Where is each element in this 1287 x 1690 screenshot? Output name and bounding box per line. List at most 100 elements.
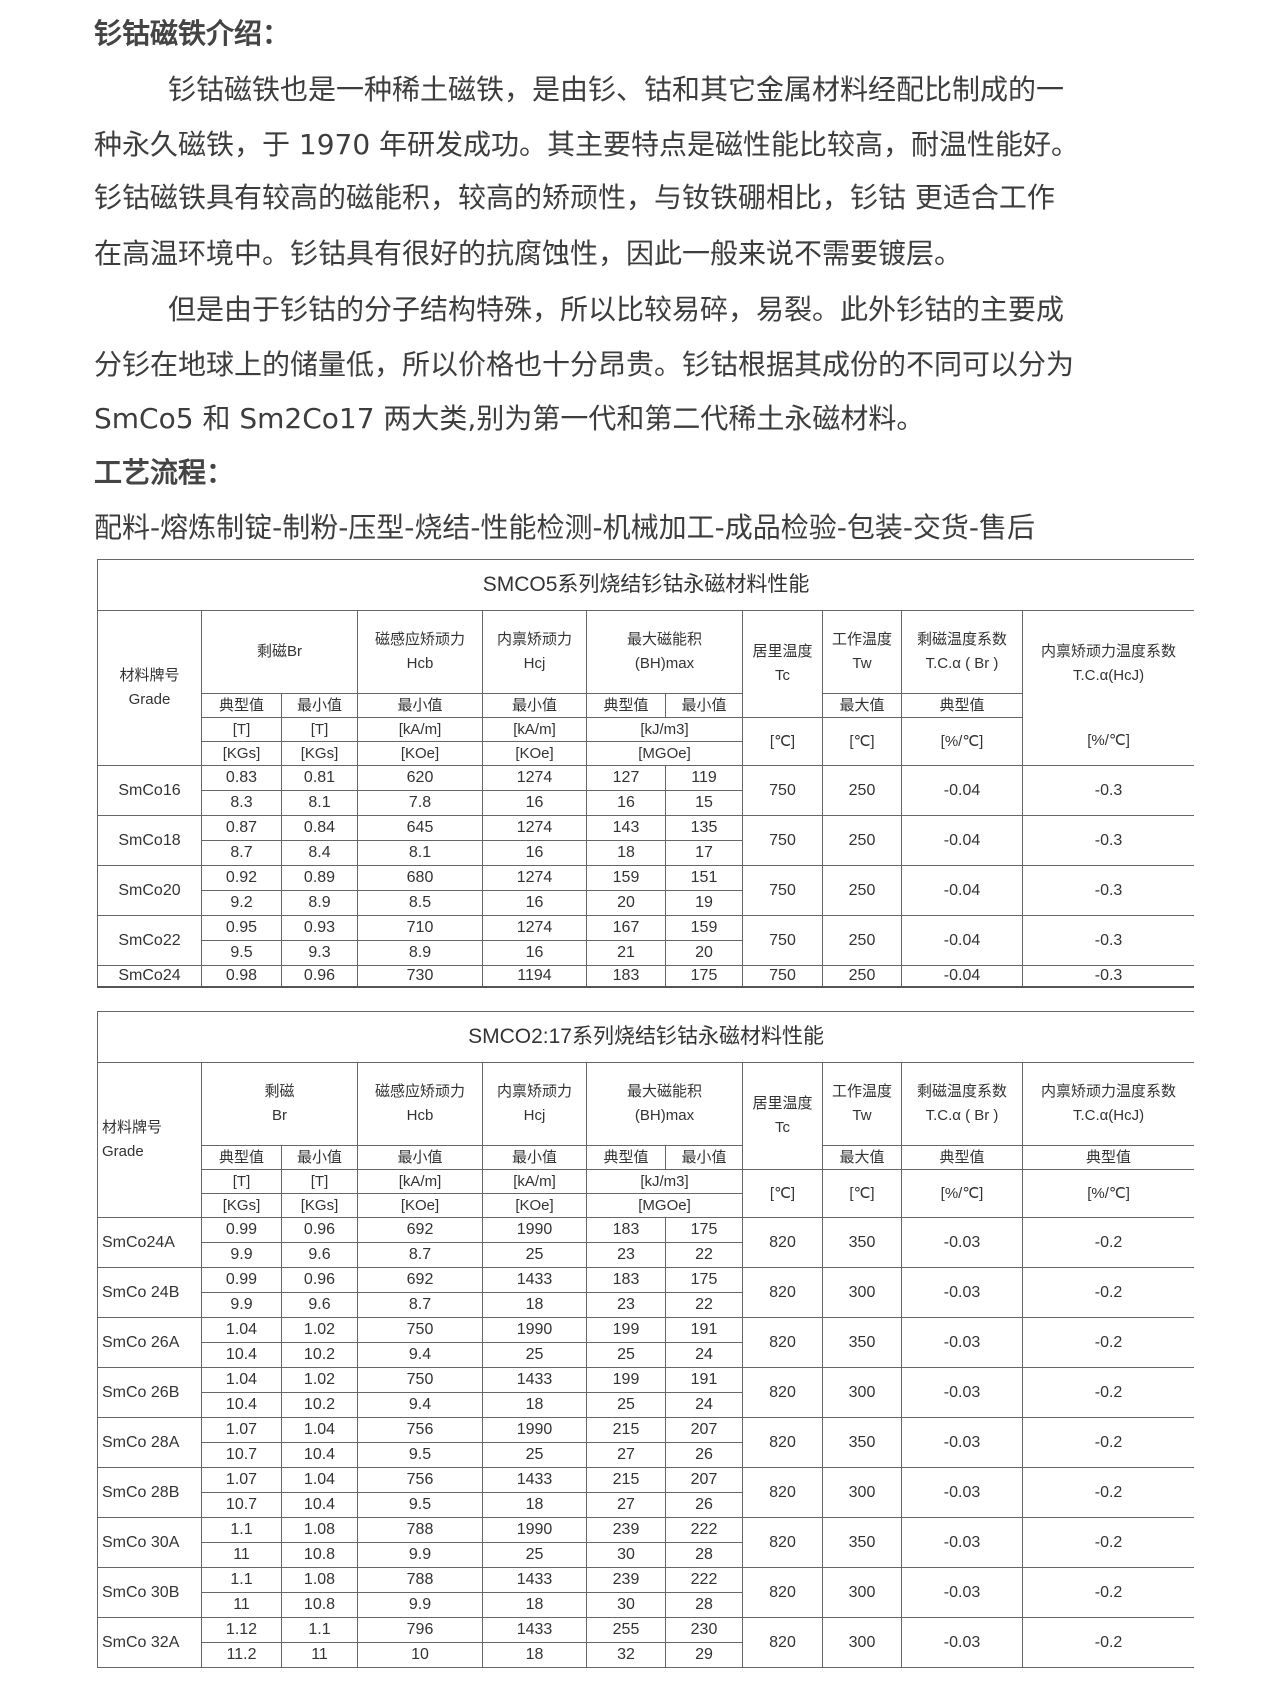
table-cell: [KGs] bbox=[201, 741, 282, 766]
table-cell: 300 bbox=[822, 1267, 902, 1318]
table-cell: 0.81 bbox=[281, 765, 358, 791]
table-cell: 350 bbox=[822, 1417, 902, 1468]
cell-text: 0.99 bbox=[225, 1221, 258, 1238]
grade-cell: SmCo18 bbox=[97, 815, 202, 866]
cell-text: 11 bbox=[233, 1546, 250, 1563]
table-cell: 28 bbox=[665, 1592, 743, 1618]
table-cell: 20 bbox=[586, 890, 666, 916]
cell-text: SMCO2:17系列烧结钐钴永磁材料性能 bbox=[468, 1025, 824, 1048]
cell-text: [kJ/m3] bbox=[640, 1172, 689, 1190]
cell-text: 10.4 bbox=[303, 1496, 336, 1513]
header-grade: 材料牌号 Grade bbox=[97, 610, 202, 766]
table-cell: 692 bbox=[357, 1217, 483, 1243]
table-cell: 1990 bbox=[482, 1317, 587, 1343]
table-cell: 300 bbox=[822, 1367, 902, 1418]
table-cell: -0.3 bbox=[1021, 765, 1194, 816]
table-cell: 750 bbox=[357, 1317, 483, 1343]
table-cell: 250 bbox=[822, 965, 902, 988]
table-cell: 820 bbox=[742, 1567, 823, 1618]
table-cell: [kJ/m3] bbox=[586, 717, 743, 742]
table-cell: -0.2 bbox=[1021, 1467, 1194, 1518]
cell-text: SmCo 26B bbox=[102, 1383, 180, 1401]
cell-text: [kA/m] bbox=[398, 1172, 442, 1190]
cell-text: -0.2 bbox=[1094, 1583, 1123, 1601]
cell-text: 1.1 bbox=[230, 1521, 253, 1538]
cell-text: [MGOe] bbox=[638, 744, 691, 762]
cell-text: [T] bbox=[232, 1172, 251, 1190]
cell-text: 20 bbox=[617, 894, 635, 911]
table-cell: 典型值 bbox=[901, 1145, 1023, 1170]
table-cell: 183 bbox=[586, 1217, 666, 1243]
cell-text: -0.03 bbox=[943, 1383, 981, 1401]
table-cell: 191 bbox=[665, 1367, 743, 1393]
cell-text: 1.1 bbox=[230, 1571, 253, 1588]
intro-line: 种永久磁铁，于 1970 年研发成功。其主要特点是磁性能比较高，耐温性能好。 bbox=[94, 128, 1080, 161]
cell-text: 250 bbox=[848, 881, 876, 899]
cell-text: 剩磁温度系数 bbox=[916, 631, 1007, 648]
cell-text: 255 bbox=[612, 1621, 640, 1638]
table-row: SmCo 26A 1.04 1.02 750 1990 199 191 820 350 -0.03… bbox=[97, 1317, 1194, 1368]
table-cell: -0.03 bbox=[901, 1367, 1023, 1418]
table-cell: -0.04 bbox=[901, 965, 1023, 988]
cell-text: 796 bbox=[406, 1621, 434, 1638]
cell-text: 16 bbox=[525, 894, 544, 911]
table-cell: 最小值 bbox=[482, 1145, 587, 1170]
cell-text: 剩磁 bbox=[264, 1083, 295, 1100]
cell-text: SmCo18 bbox=[118, 831, 181, 849]
table-cell: 9.9 bbox=[357, 1542, 483, 1568]
table-cell: [℃] bbox=[822, 717, 902, 766]
cell-text: [KOe] bbox=[515, 744, 554, 762]
table-row: SmCo24A 0.99 0.96 692 1990 183 175 820 350 -0.03 -… bbox=[97, 1217, 1194, 1268]
cell-text: 750 bbox=[769, 967, 796, 984]
table-cell: 750 bbox=[742, 965, 823, 988]
table-cell: 8.4 bbox=[281, 840, 358, 866]
cell-text: 9.9 bbox=[230, 1296, 253, 1313]
table-cell: [T] bbox=[201, 1169, 282, 1194]
header-tc: 居里温度 Tc bbox=[742, 1062, 823, 1170]
table-cell: 820 bbox=[742, 1517, 823, 1568]
table-cell: [KGs] bbox=[281, 741, 358, 766]
cell-text: 工作温度 bbox=[831, 631, 892, 648]
table-cell: 9.9 bbox=[201, 1292, 282, 1318]
table-cell: 24 bbox=[665, 1342, 743, 1368]
header-tw: 工作温度 Tw bbox=[822, 1062, 902, 1146]
cell-text: [℃] bbox=[849, 732, 875, 750]
table-cell: 25 bbox=[482, 1542, 587, 1568]
cell-text: 222 bbox=[690, 1571, 718, 1588]
cell-text: 756 bbox=[406, 1471, 434, 1488]
cell-text: 1.12 bbox=[225, 1621, 258, 1638]
cell-text: [T] bbox=[310, 1172, 329, 1190]
header-tw: 工作温度 Tw bbox=[822, 610, 902, 694]
grade-cell: SmCo24A bbox=[97, 1217, 202, 1268]
table-cell: 典型值 bbox=[901, 693, 1023, 718]
cell-text: 10.2 bbox=[303, 1396, 336, 1413]
cell-text: 8.3 bbox=[230, 794, 253, 811]
table-cell: 32 bbox=[586, 1642, 666, 1668]
table-cell: 16 bbox=[482, 890, 587, 916]
table-cell: 17 bbox=[665, 840, 743, 866]
table-cell: 1.02 bbox=[281, 1317, 358, 1343]
cell-text: 9.5 bbox=[230, 944, 253, 961]
table-cell: [kJ/m3] bbox=[586, 1169, 743, 1194]
cell-text: -0.2 bbox=[1094, 1533, 1123, 1551]
cell-text: 191 bbox=[690, 1371, 718, 1388]
cell-text: 最小值 bbox=[296, 696, 342, 714]
table-cell: 250 bbox=[822, 865, 902, 916]
cell-text: 350 bbox=[848, 1333, 876, 1351]
table-cell: 788 bbox=[357, 1517, 483, 1543]
table-cell: 820 bbox=[742, 1467, 823, 1518]
cell-text: [%/℃] bbox=[1087, 732, 1130, 750]
table-row: 11.2 11 10 18 32 29 bbox=[98, 1642, 1195, 1668]
table-cell: -0.03 bbox=[901, 1317, 1023, 1368]
cell-text: -0.2 bbox=[1094, 1383, 1123, 1401]
cell-text: -0.3 bbox=[1094, 967, 1123, 984]
cell-text: [℃] bbox=[769, 1184, 796, 1202]
cell-text: 1990 bbox=[516, 1421, 553, 1438]
table-cell: [KGs] bbox=[281, 1193, 358, 1218]
cell-text: 最大值 bbox=[839, 696, 885, 714]
cell-text: 300 bbox=[848, 1483, 876, 1501]
table-cell: 1.04 bbox=[201, 1317, 282, 1343]
cell-text: 300 bbox=[848, 1383, 876, 1401]
table-cell: 11 bbox=[201, 1542, 282, 1568]
table-cell: [kA/m] bbox=[357, 1169, 483, 1194]
